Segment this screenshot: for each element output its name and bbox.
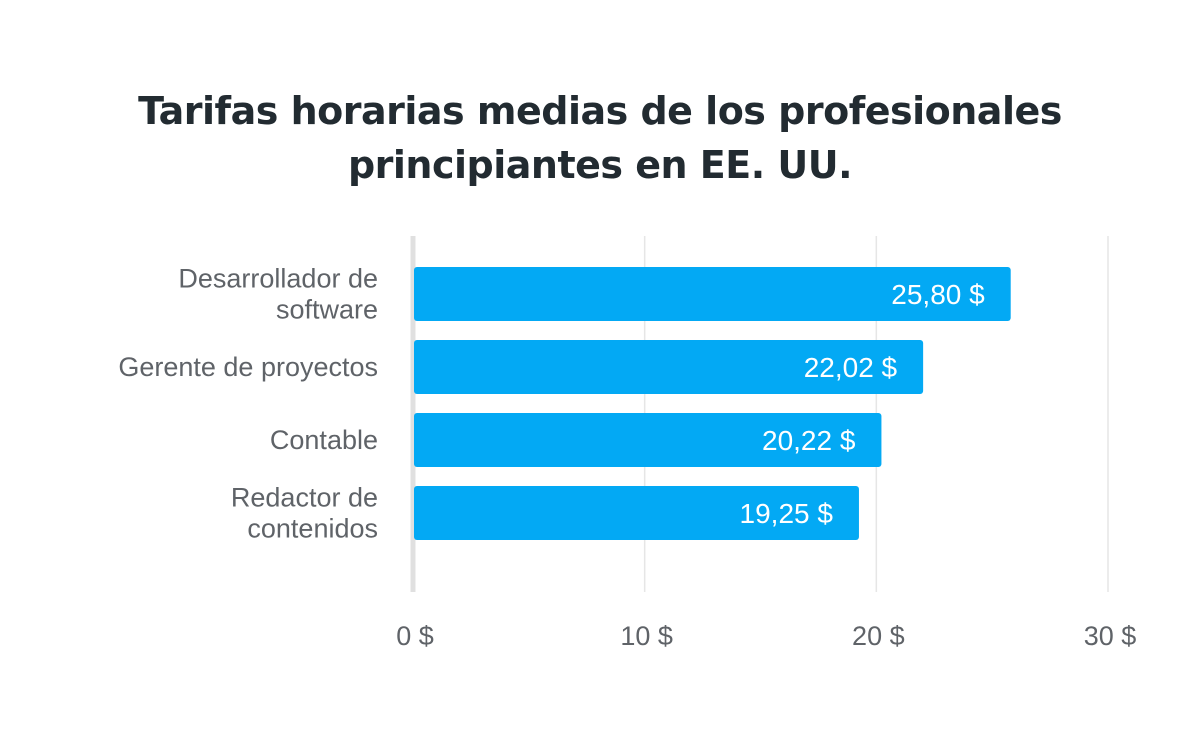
bar (414, 267, 1011, 321)
category-label-line: software (276, 295, 378, 325)
category-label: Desarrollador de software (178, 264, 378, 325)
data-label: 25,80 $ (891, 279, 985, 310)
data-labels: 25,80 $ 22,02 $ 20,22 $ 19,25 $ (740, 279, 986, 529)
bar (414, 486, 859, 540)
data-label: 19,25 $ (740, 498, 834, 529)
x-tick-label: 0 $ (396, 621, 434, 651)
x-tick-label: 10 $ (620, 621, 673, 651)
chart-title-line-2: principiantes en EE. UU. (347, 143, 853, 187)
category-label-line: Desarrollador de (178, 264, 378, 294)
category-labels: Desarrollador de software Gerente de proye… (118, 264, 378, 544)
chart-title-line-1: Tarifas horarias medias de los profesion… (138, 89, 1062, 133)
category-label-line: Gerente de proyectos (118, 352, 378, 382)
category-label-line: Redactor de (231, 483, 378, 513)
category-label-line: Contable (270, 425, 378, 455)
x-tick-labels: 0 $ 10 $ 20 $ 30 $ (396, 621, 1136, 651)
category-label: Gerente de proyectos (118, 352, 378, 382)
category-label: Redactor de contenidos (231, 483, 378, 544)
data-label: 22,02 $ (804, 352, 898, 383)
x-tick-label: 20 $ (852, 621, 905, 651)
data-label: 20,22 $ (762, 425, 856, 456)
bar (414, 340, 924, 394)
category-label-line: contenidos (247, 514, 378, 544)
category-label: Contable (270, 425, 378, 455)
bars (414, 267, 1011, 540)
chart-title: Tarifas horarias medias de los profesion… (0, 84, 1200, 192)
bar (414, 413, 882, 467)
x-tick-label: 30 $ (1084, 621, 1137, 651)
